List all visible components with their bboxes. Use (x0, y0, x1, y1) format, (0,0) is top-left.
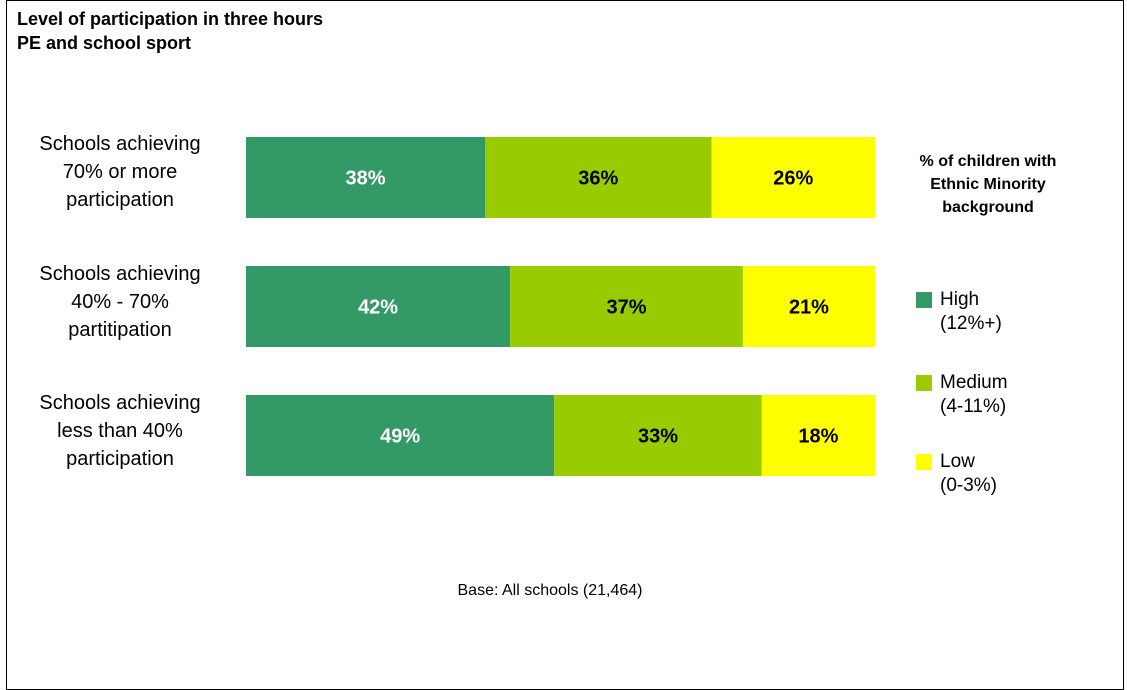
category-label-line: partitipation (68, 319, 172, 341)
bar-segment (510, 266, 743, 347)
bar-value-label: 42% (358, 297, 398, 319)
bar-value-label: 18% (798, 426, 838, 448)
legend-label-low: Low (0-3%) (940, 450, 997, 498)
bar-value-label: 33% (638, 426, 678, 448)
bar-segment (761, 395, 875, 476)
category-label-less-than-40: Schools achieving less than 40% particip… (0, 389, 240, 473)
bar-segment (485, 137, 712, 218)
chart-title-line-1: Level of participation in three hours (17, 9, 324, 29)
legend-title-line: % of children with (919, 153, 1057, 170)
chart-title: Level of participation in three hours PE… (17, 7, 323, 55)
legend-label-line: (12%+) (940, 313, 1002, 334)
category-label-line: 40% - 70% (71, 291, 169, 313)
legend-label-line: High (940, 289, 980, 310)
legend-title-line: Ethnic Minority (930, 176, 1046, 193)
bar-value-label: 49% (380, 426, 420, 448)
category-label-70-or-more: Schools achieving 70% or more participat… (0, 130, 240, 214)
bar-segment (246, 137, 486, 218)
legend-label-medium: Medium (4-11%) (940, 371, 1008, 419)
bar-segment (711, 137, 875, 218)
bar-value-label: 26% (773, 168, 813, 190)
bar-segment (742, 266, 875, 347)
legend-swatch-low (916, 454, 932, 470)
category-label-40-to-70: Schools achieving 40% - 70% partitipatio… (0, 260, 240, 344)
legend-label-line: (4-11%) (940, 396, 1007, 417)
bar-value-label: 36% (578, 168, 618, 190)
bar-segment (246, 395, 555, 476)
legend-label-high: High (12%+) (940, 288, 1002, 336)
legend-swatch-medium (916, 375, 932, 391)
category-label-line: less than 40% (57, 420, 183, 442)
bar-value-label: 21% (789, 297, 829, 319)
bar-value-label: 37% (607, 297, 647, 319)
bar-segment (554, 395, 762, 476)
category-label-line: Schools achieving (39, 392, 201, 414)
legend-label-line: Medium (940, 372, 1008, 393)
bar-value-label: 38% (345, 168, 385, 190)
legend-title: % of children with Ethnic Minority backg… (888, 150, 1088, 219)
chart-title-line-2: PE and school sport (17, 33, 192, 53)
category-label-line: 70% or more (62, 161, 178, 183)
legend-swatch-high (916, 292, 932, 308)
base-footnote: Base: All schools (21,464) (457, 582, 643, 599)
legend-label-line: Low (940, 451, 975, 472)
category-label-line: participation (66, 189, 174, 211)
category-label-line: participation (66, 448, 174, 470)
category-label-line: Schools achieving (39, 263, 201, 285)
bar-segment (246, 266, 511, 347)
legend-label-line: (0-3%) (940, 475, 998, 496)
category-label-line: Schools achieving (39, 133, 201, 155)
legend-title-line: background (942, 199, 1034, 216)
